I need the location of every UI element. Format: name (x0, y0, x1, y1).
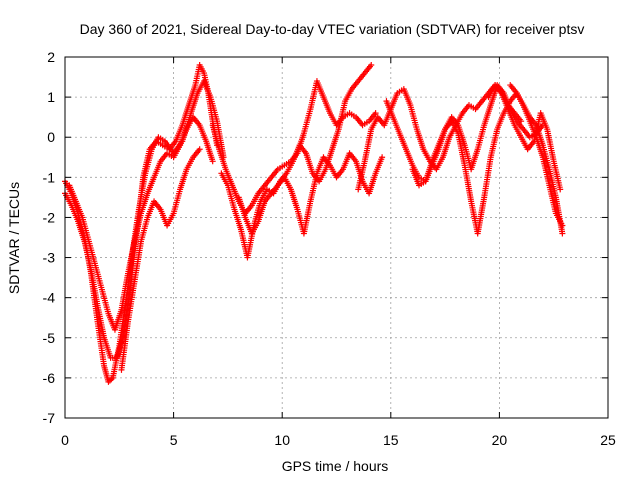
y-axis-title: SDTVAR / TECUs (6, 182, 22, 294)
data-point (559, 222, 566, 229)
data-point (368, 62, 375, 69)
y-tick-label: -1 (43, 169, 56, 185)
x-tick-label: 10 (274, 432, 290, 448)
x-tick-label: 15 (383, 432, 399, 448)
y-tick-label: 0 (47, 129, 55, 145)
series-arc-11 (485, 82, 564, 193)
series-arc-6 (218, 62, 375, 261)
data-point (559, 230, 566, 237)
data-point (557, 186, 564, 193)
x-axis-title: GPS time / hours (282, 458, 389, 474)
x-tick-label: 20 (492, 432, 508, 448)
series-arc-12 (507, 82, 566, 229)
chart-title: Day 360 of 2021, Sidereal Day-to-day VTE… (80, 21, 585, 37)
y-tick-label: -3 (43, 250, 56, 266)
y-tick-label: -2 (43, 209, 56, 225)
x-tick-label: 0 (61, 432, 69, 448)
y-tick-label: 2 (47, 49, 55, 65)
data-points (62, 62, 566, 385)
plot-frame (64, 56, 609, 419)
x-tick-label: 25 (600, 432, 616, 448)
series-arc-7 (235, 150, 386, 237)
y-tick-label: -5 (43, 330, 56, 346)
data-point (372, 110, 379, 117)
y-tick-label: 1 (47, 89, 55, 105)
series-arc-3 (66, 114, 216, 333)
data-point (379, 154, 386, 161)
x-tick-label: 5 (170, 432, 178, 448)
series-arc-4 (118, 146, 203, 373)
data-point (196, 146, 203, 153)
y-tick-label: -7 (43, 410, 56, 426)
y-tick-label: -4 (43, 290, 56, 306)
y-tick-label: -6 (43, 370, 56, 386)
data-point (209, 158, 216, 165)
